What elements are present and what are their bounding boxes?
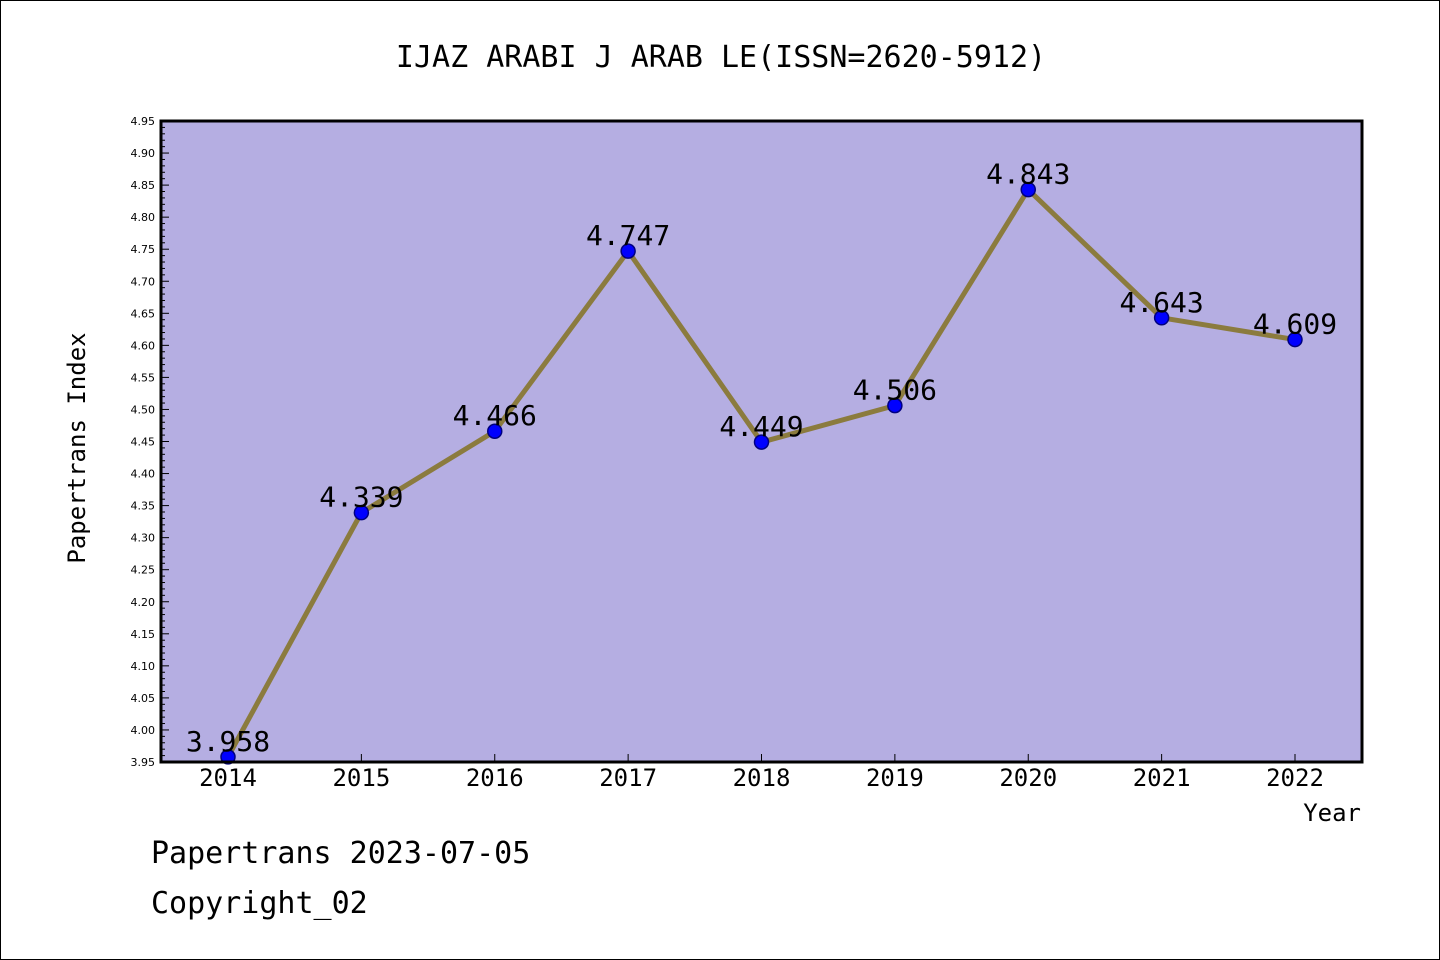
x-tick-label: 2019 — [866, 764, 924, 792]
y-tick-label: 4.70 — [131, 275, 156, 288]
footer-date: Papertrans 2023-07-05 — [151, 836, 531, 871]
y-tick-label: 3.95 — [131, 756, 156, 769]
data-label: 4.449 — [719, 410, 803, 443]
data-label: 4.506 — [853, 374, 937, 407]
data-label: 4.843 — [986, 158, 1070, 191]
y-tick-label: 4.25 — [131, 564, 156, 577]
y-tick-label: 4.60 — [131, 339, 156, 352]
x-tick-label: 2022 — [1266, 764, 1324, 792]
y-axis-ticks: 3.95 4.00 4.05 4.10 4.15 4.20 4.25 4.30 4.35 4.40… — [131, 115, 169, 769]
x-axis-ticks: 2014 2015 2016 2017 2018 2019 2020 2021 2022 — [199, 754, 1324, 792]
data-labels: 3.958 4.339 4.466 4.747 4.449 4.506 4.843 4.643… — [186, 158, 1337, 758]
data-label: 3.958 — [186, 725, 270, 758]
y-tick-label: 4.80 — [131, 211, 156, 224]
y-tick-label: 4.45 — [131, 436, 156, 449]
x-axis-label: Year — [1303, 799, 1361, 827]
x-tick-label: 2018 — [733, 764, 791, 792]
y-tick-label: 4.00 — [131, 724, 156, 737]
x-tick-label: 2017 — [599, 764, 657, 792]
plot-frame — [159, 119, 1364, 764]
data-point — [753, 434, 770, 450]
data-label: 4.747 — [586, 219, 670, 252]
footer-copyright: Copyright_02 — [151, 886, 368, 921]
y-tick-label: 4.95 — [131, 115, 156, 128]
y-tick-label: 4.90 — [131, 147, 156, 160]
y-tick-label: 4.05 — [131, 692, 156, 705]
data-point — [220, 749, 236, 765]
x-tick-label: 2021 — [1133, 764, 1191, 792]
data-label: 4.609 — [1253, 308, 1337, 341]
data-point — [487, 423, 503, 439]
y-tick-label: 4.10 — [131, 660, 156, 673]
x-tick-label: 2014 — [199, 764, 257, 792]
y-tick-label: 4.20 — [131, 596, 156, 609]
data-label: 4.339 — [319, 481, 403, 514]
data-point — [1020, 181, 1036, 198]
x-tick-label: 2020 — [999, 764, 1057, 792]
data-label: 4.466 — [453, 399, 537, 432]
y-tick-label: 4.15 — [131, 628, 156, 641]
data-point — [1153, 310, 1170, 326]
data-point — [887, 397, 903, 414]
x-tick-label: 2015 — [332, 764, 390, 792]
y-tick-label: 4.55 — [131, 371, 156, 384]
y-tick-label: 4.35 — [131, 500, 156, 513]
y-tick-label: 4.85 — [131, 179, 156, 192]
y-tick-label: 4.40 — [131, 468, 156, 481]
data-label: 4.643 — [1119, 286, 1203, 319]
data-point — [353, 504, 370, 521]
data-point — [620, 243, 636, 259]
y-tick-label: 4.75 — [131, 243, 156, 256]
y-tick-label: 4.30 — [131, 532, 156, 545]
y-axis-label: Papertrans Index — [63, 332, 91, 563]
y-tick-label: 4.65 — [131, 307, 156, 320]
y-tick-label: 4.50 — [131, 403, 156, 416]
x-tick-label: 2016 — [466, 764, 524, 792]
data-markers — [220, 181, 1303, 765]
chart-title: IJAZ ARABI J ARAB LE(ISSN=2620-5912) — [396, 40, 1046, 75]
data-point — [1287, 331, 1303, 348]
